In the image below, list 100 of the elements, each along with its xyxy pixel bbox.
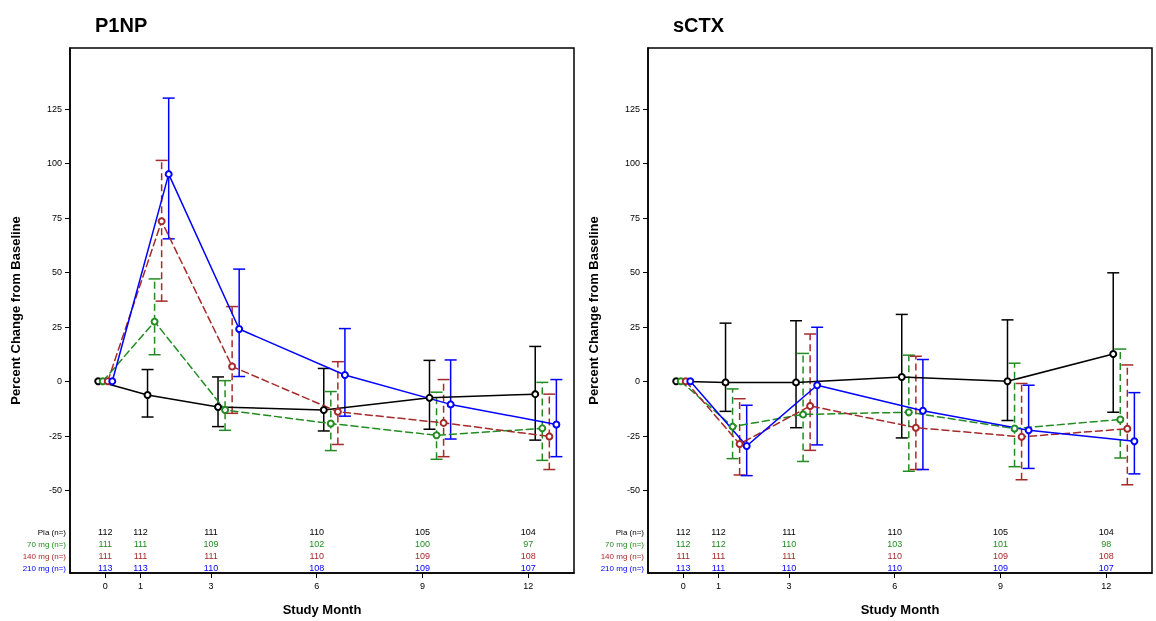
point bbox=[806, 401, 815, 410]
point bbox=[904, 408, 913, 417]
annotation: 111 bbox=[782, 551, 796, 561]
annotation: 112 bbox=[98, 527, 113, 537]
annotation: 111 bbox=[711, 563, 726, 573]
point bbox=[552, 420, 561, 429]
annotation: 112 bbox=[711, 539, 726, 549]
point bbox=[157, 217, 166, 226]
point bbox=[439, 418, 448, 427]
annotation: 108 bbox=[309, 563, 325, 573]
y-tick-label: 100 bbox=[624, 158, 640, 169]
text: Pla (n=) bbox=[37, 527, 67, 537]
annotation: 111 bbox=[204, 527, 218, 537]
annotation: 111 bbox=[782, 527, 796, 537]
annotation: 107 bbox=[520, 563, 536, 573]
point bbox=[813, 381, 822, 390]
annotation: 110 bbox=[781, 539, 797, 549]
point bbox=[735, 440, 744, 449]
x-axis-title: Study Month bbox=[282, 602, 362, 617]
point bbox=[340, 370, 349, 379]
annotation: 112 bbox=[711, 527, 726, 537]
annotation: 109 bbox=[992, 551, 1008, 561]
y-tick-label: 0 bbox=[56, 376, 62, 387]
annotation: 110 bbox=[309, 527, 324, 537]
point bbox=[1109, 350, 1118, 359]
annotation: 108 bbox=[1098, 551, 1114, 561]
text: 70 mg (n=) bbox=[605, 539, 645, 549]
point bbox=[333, 407, 342, 416]
annotation: 101 bbox=[992, 539, 1008, 549]
annotation: 110 bbox=[887, 551, 902, 561]
annotation: 111 bbox=[133, 551, 148, 561]
text: 210 mg (n=) bbox=[600, 563, 645, 573]
point bbox=[897, 372, 906, 381]
y-tick-label: 25 bbox=[51, 321, 62, 332]
point bbox=[686, 377, 695, 386]
x-tick-label: 12 bbox=[523, 580, 534, 591]
annotation: 102 bbox=[309, 539, 325, 549]
point bbox=[446, 400, 455, 409]
y-axis-title: Percent Change from Baseline bbox=[8, 216, 23, 405]
point bbox=[1010, 424, 1019, 433]
annotation: 105 bbox=[414, 527, 430, 537]
annotation: 109 bbox=[414, 563, 430, 573]
point bbox=[1024, 426, 1033, 435]
x-tick-label: 0 bbox=[102, 580, 108, 591]
annotation: 110 bbox=[309, 551, 324, 561]
point bbox=[531, 390, 540, 399]
y-tick-label: 75 bbox=[629, 212, 640, 223]
annotation: 111 bbox=[711, 551, 726, 561]
point bbox=[108, 377, 117, 386]
x-tick-label: 3 bbox=[208, 580, 214, 591]
text: 140 mg (n=) bbox=[22, 551, 67, 561]
annotation: 113 bbox=[676, 563, 691, 573]
annotation: 110 bbox=[781, 563, 797, 573]
point bbox=[728, 422, 737, 431]
annotation: 110 bbox=[887, 527, 902, 537]
annotation: 104 bbox=[1098, 527, 1114, 537]
point bbox=[228, 362, 237, 371]
annotation: 111 bbox=[98, 539, 113, 549]
chart-title: P1NP bbox=[95, 14, 148, 36]
y-axis-title: Percent Change from Baseline bbox=[586, 216, 601, 405]
text: Pla (n=) bbox=[615, 527, 645, 537]
x-tick-label: 6 bbox=[892, 580, 898, 591]
annotation: 105 bbox=[992, 527, 1008, 537]
point bbox=[1003, 377, 1012, 386]
annotation: 103 bbox=[887, 539, 903, 549]
annotation: 97 bbox=[523, 539, 534, 549]
point bbox=[143, 391, 152, 400]
y-tick-label: 50 bbox=[629, 267, 640, 278]
y-tick-label: 75 bbox=[51, 212, 62, 223]
point bbox=[799, 410, 808, 419]
annotation: 111 bbox=[204, 551, 218, 561]
point bbox=[1116, 415, 1125, 424]
y-tick-label: 50 bbox=[51, 267, 62, 278]
point bbox=[432, 431, 441, 440]
point bbox=[742, 442, 751, 450]
x-tick-label: 9 bbox=[419, 580, 425, 591]
point bbox=[326, 419, 335, 428]
y-tick-label: 125 bbox=[46, 104, 62, 114]
annotation: 110 bbox=[887, 563, 902, 573]
x-tick-label: 12 bbox=[1101, 580, 1112, 591]
annotation: 108 bbox=[520, 551, 536, 561]
y-tick-label: -50 bbox=[626, 485, 640, 496]
y-tick-label: 125 bbox=[624, 104, 640, 114]
point bbox=[538, 424, 547, 433]
annotation: 100 bbox=[414, 539, 430, 549]
annotation: 109 bbox=[414, 551, 430, 561]
point bbox=[425, 393, 434, 402]
point bbox=[792, 378, 801, 387]
y-tick-label: -25 bbox=[48, 430, 62, 441]
point bbox=[911, 423, 920, 432]
annotation: 112 bbox=[676, 539, 691, 549]
annotation: 113 bbox=[133, 563, 148, 573]
y-tick-label: 0 bbox=[634, 376, 640, 387]
point bbox=[545, 432, 554, 441]
point bbox=[1123, 424, 1132, 433]
annotation: 109 bbox=[203, 539, 219, 549]
point bbox=[164, 170, 173, 179]
text: 70 mg (n=) bbox=[27, 539, 67, 549]
annotation: 110 bbox=[203, 563, 219, 573]
annotation: 112 bbox=[133, 527, 148, 537]
